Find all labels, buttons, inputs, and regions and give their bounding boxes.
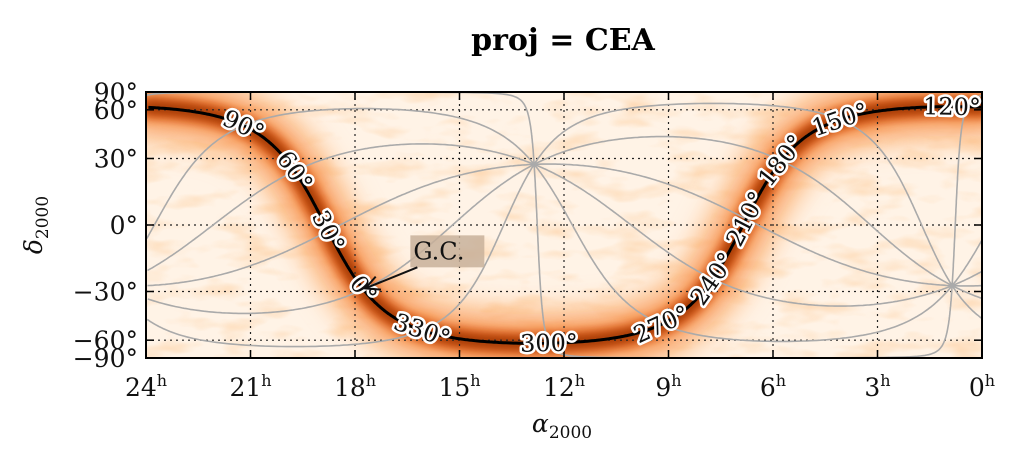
x-tick-label: 9h — [655, 371, 681, 402]
galactic-meridian — [146, 107, 982, 287]
y-axis-ticks: 90°60° 30° 0° −30° −60°−90° — [73, 78, 982, 373]
y-tick-label: 60° — [94, 96, 138, 125]
x-tick-number: 24 — [125, 373, 157, 402]
y-tick-label: 30° — [94, 145, 138, 174]
x-tick-number: 21 — [229, 373, 261, 402]
x-tick-label: 3h — [864, 371, 890, 402]
x-axis-label: α2000 — [532, 409, 592, 443]
gc-label: G.C. — [413, 237, 464, 265]
galactic-center-annotation: G.C. — [363, 235, 485, 291]
y-axis-label: δ2000 — [19, 196, 53, 254]
galactic-longitude-label: 300° — [520, 329, 578, 358]
gc-arrow — [364, 266, 418, 290]
x-axis-label-subscript: 2000 — [549, 423, 592, 443]
x-tick-unit: h — [776, 371, 786, 390]
y-axis-label-symbol: δ — [19, 239, 48, 254]
x-tick-unit: h — [157, 371, 167, 390]
x-tick-unit: h — [880, 371, 890, 390]
x-tick-unit: h — [261, 371, 271, 390]
x-tick-label: 24h — [125, 371, 167, 402]
x-tick-unit: h — [366, 371, 376, 390]
y-tick-label: 90° — [94, 78, 138, 107]
x-tick-number: 6 — [760, 373, 776, 402]
x-tick-label: 15h — [438, 371, 480, 402]
galactic-meridian — [147, 163, 982, 315]
x-axis-label-symbol: α — [532, 409, 549, 438]
x-tick-number: 18 — [334, 373, 366, 402]
y-tick-label: −30° — [73, 278, 138, 307]
x-tick-number: 9 — [655, 373, 671, 402]
y-tick-label: −90° — [73, 344, 138, 373]
x-tick-unit: h — [470, 371, 480, 390]
y-axis-label-subscript: 2000 — [33, 196, 53, 239]
x-tick-label: 21h — [229, 371, 271, 402]
x-tick-unit: h — [575, 371, 585, 390]
chart-title: proj = CEA — [471, 23, 655, 58]
galactic-longitude-label: 120° — [923, 92, 981, 121]
grid-lines — [146, 92, 982, 358]
x-tick-label: 12h — [543, 371, 585, 402]
x-tick-number: 3 — [864, 373, 880, 402]
galactic-meridian — [147, 163, 982, 287]
x-tick-label: 6h — [760, 371, 786, 402]
y-tick-label: −60° — [73, 326, 138, 355]
x-axis-ticks: 24h 21h 18h 15h 12h 9h 6h 3h 0h — [125, 92, 995, 402]
x-tick-number: 0 — [969, 373, 985, 402]
x-tick-number: 15 — [438, 373, 470, 402]
gc-arrow-head — [363, 275, 382, 291]
y-tick-label: 0° — [110, 211, 138, 240]
galactic-plane-line — [148, 105, 982, 345]
x-tick-label: 18h — [334, 371, 376, 402]
gc-label-box — [410, 235, 485, 268]
x-tick-label: 0h — [969, 371, 995, 402]
x-tick-unit: h — [671, 371, 681, 390]
x-tick-number: 12 — [543, 373, 575, 402]
galactic-meridian — [147, 143, 982, 287]
galactic-meridian — [146, 163, 982, 348]
plot-area — [146, 92, 982, 358]
x-tick-unit: h — [985, 371, 995, 390]
